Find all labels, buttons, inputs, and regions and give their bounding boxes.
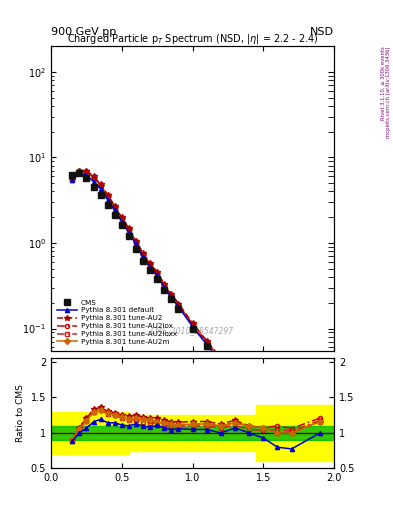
Text: mcplots.cern.ch [arXiv:1306.3436]: mcplots.cern.ch [arXiv:1306.3436] [386, 46, 391, 138]
Legend: CMS, Pythia 8.301 default, Pythia 8.301 tune-AU2, Pythia 8.301 tune-AU2lox, Pyth: CMS, Pythia 8.301 default, Pythia 8.301 … [55, 297, 179, 347]
Text: NSD: NSD [310, 27, 334, 37]
Text: 900 GeV pp: 900 GeV pp [51, 27, 116, 37]
Y-axis label: Ratio to CMS: Ratio to CMS [16, 385, 25, 442]
Text: Rivet 3.1.10, ≥ 300k events: Rivet 3.1.10, ≥ 300k events [380, 46, 386, 120]
Text: CMS_2010_S8547297: CMS_2010_S8547297 [151, 327, 234, 335]
Title: Charged Particle p$_T$ Spectrum (NSD, $|\eta|$ = 2.2 - 2.4): Charged Particle p$_T$ Spectrum (NSD, $|… [67, 32, 318, 46]
